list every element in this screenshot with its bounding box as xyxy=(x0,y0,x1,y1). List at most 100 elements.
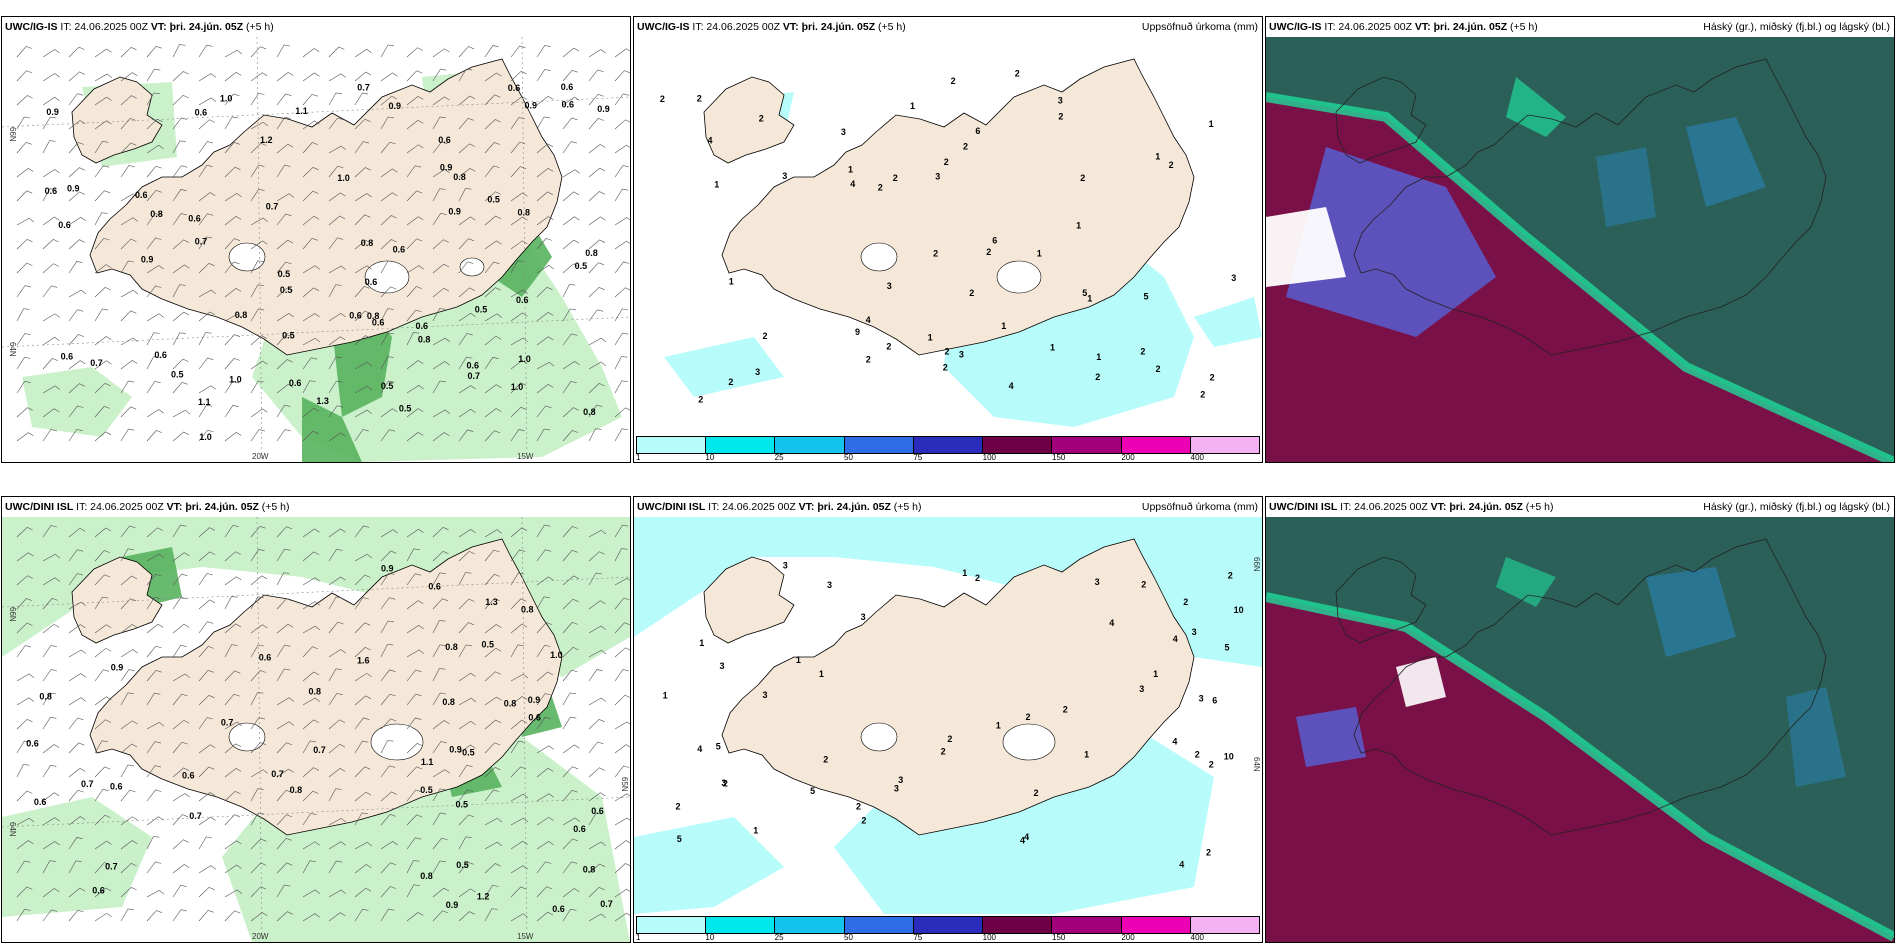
wind-barb xyxy=(198,429,214,442)
wind-barb xyxy=(536,312,554,322)
wind-barb xyxy=(328,432,346,442)
value-label: 1.1 xyxy=(198,397,211,407)
wind-barb xyxy=(484,165,500,178)
wind-barb xyxy=(614,888,630,898)
lead-time: (+5 h) xyxy=(1525,501,1554,513)
value-label: 3 xyxy=(1199,694,1204,704)
wind-barb xyxy=(276,116,291,130)
wind-barb xyxy=(42,285,58,298)
wind-barb xyxy=(484,119,501,130)
scale-swatch xyxy=(1121,917,1191,933)
value-label: 2 xyxy=(723,779,728,789)
wind-barb xyxy=(250,429,265,442)
value-label: 4 xyxy=(850,179,855,189)
wind-barb xyxy=(484,335,502,346)
value-label: 2 xyxy=(823,755,828,765)
wind-barb xyxy=(146,553,164,562)
value-label: 0.8 xyxy=(235,310,248,320)
value-label: 0.7 xyxy=(195,237,208,247)
wind-barb xyxy=(172,693,188,706)
wind-barb xyxy=(406,573,422,586)
wind-barb xyxy=(198,164,213,178)
wind-barb xyxy=(146,144,164,154)
scale-tick-label: 75 xyxy=(913,933,923,942)
value-label: 4 xyxy=(1109,618,1114,628)
value-label: 1.1 xyxy=(421,757,434,767)
valid-time-label: VT: xyxy=(150,21,167,33)
value-label: 2 xyxy=(866,355,871,365)
wind-barb xyxy=(94,264,112,274)
wind-barb xyxy=(406,837,422,850)
wind-barb xyxy=(224,693,240,706)
wind-barb xyxy=(406,766,423,778)
wind-barb xyxy=(276,742,293,754)
wind-barb xyxy=(380,286,397,298)
scale-tick-label: 25 xyxy=(774,453,784,462)
wind-barb xyxy=(380,260,395,274)
wind-barb xyxy=(406,70,423,82)
wind-barb xyxy=(484,384,502,394)
wind-barb xyxy=(328,313,346,322)
wind-barb xyxy=(68,289,86,298)
wind-barb xyxy=(250,788,264,802)
wind-barb xyxy=(354,193,372,202)
scale-swatch xyxy=(913,437,984,453)
panel-dini-wind: UWC/DINI ISL IT: 24.06.2025 00Z VT: þri.… xyxy=(1,496,631,943)
value-label: 2 xyxy=(1209,759,1214,769)
value-label: 1.0 xyxy=(511,382,524,392)
wind-barb xyxy=(380,332,395,346)
value-label: 2 xyxy=(698,395,703,405)
value-label: 0.9 xyxy=(528,695,541,705)
wind-barb xyxy=(224,576,242,586)
value-label: 1 xyxy=(928,333,933,343)
wind-barb xyxy=(146,213,162,226)
wind-barb xyxy=(484,863,501,874)
wind-barbs xyxy=(16,44,630,442)
wind-barb xyxy=(68,120,86,130)
panel-header: UWC/IG-IS IT: 24.06.2025 00Z VT: þri. 24… xyxy=(634,17,1262,37)
wind-barb xyxy=(42,716,57,730)
value-label: 2 xyxy=(878,183,883,193)
wind-barb xyxy=(276,837,292,850)
wind-barb xyxy=(120,669,135,682)
wind-barb xyxy=(276,359,293,370)
wind-barb xyxy=(484,574,500,586)
wind-barb xyxy=(94,574,111,586)
wind-barb xyxy=(484,817,503,826)
wind-barb xyxy=(458,287,476,298)
wind-barb xyxy=(224,72,242,82)
wind-barb xyxy=(380,693,396,706)
wind-barb xyxy=(588,697,606,706)
wind-barb xyxy=(380,791,398,802)
wind-barb xyxy=(432,620,446,634)
wind-barb xyxy=(172,311,190,322)
wind-barb xyxy=(302,625,320,634)
wind-barb xyxy=(120,337,138,346)
value-label: 0.7 xyxy=(105,861,118,871)
wind-barb xyxy=(276,862,293,874)
wind-barb xyxy=(172,884,187,898)
wind-barb xyxy=(562,141,578,154)
wind-barb xyxy=(68,527,86,538)
wind-barb xyxy=(94,596,109,610)
graticule xyxy=(2,37,630,462)
wind-barb xyxy=(172,524,187,538)
wind-barb xyxy=(536,841,554,850)
wind-barb xyxy=(458,861,474,874)
wind-barb xyxy=(328,117,344,130)
valid-time-label: VT: xyxy=(1430,501,1447,513)
wind-barb xyxy=(562,646,579,658)
value-label: 0.9 xyxy=(449,745,462,755)
wind-barb xyxy=(94,814,111,826)
wind-barb xyxy=(354,385,373,394)
wind-barb xyxy=(484,72,502,82)
value-label: 0.5 xyxy=(399,404,412,414)
wind-barb xyxy=(302,790,319,802)
map-clouds xyxy=(1266,517,1894,942)
wind-barb xyxy=(458,529,476,538)
wind-barb xyxy=(172,644,187,658)
value-label: 2 xyxy=(1095,372,1100,382)
wind-barb xyxy=(354,597,369,610)
wind-barb xyxy=(276,313,294,322)
wind-barb xyxy=(536,644,551,658)
